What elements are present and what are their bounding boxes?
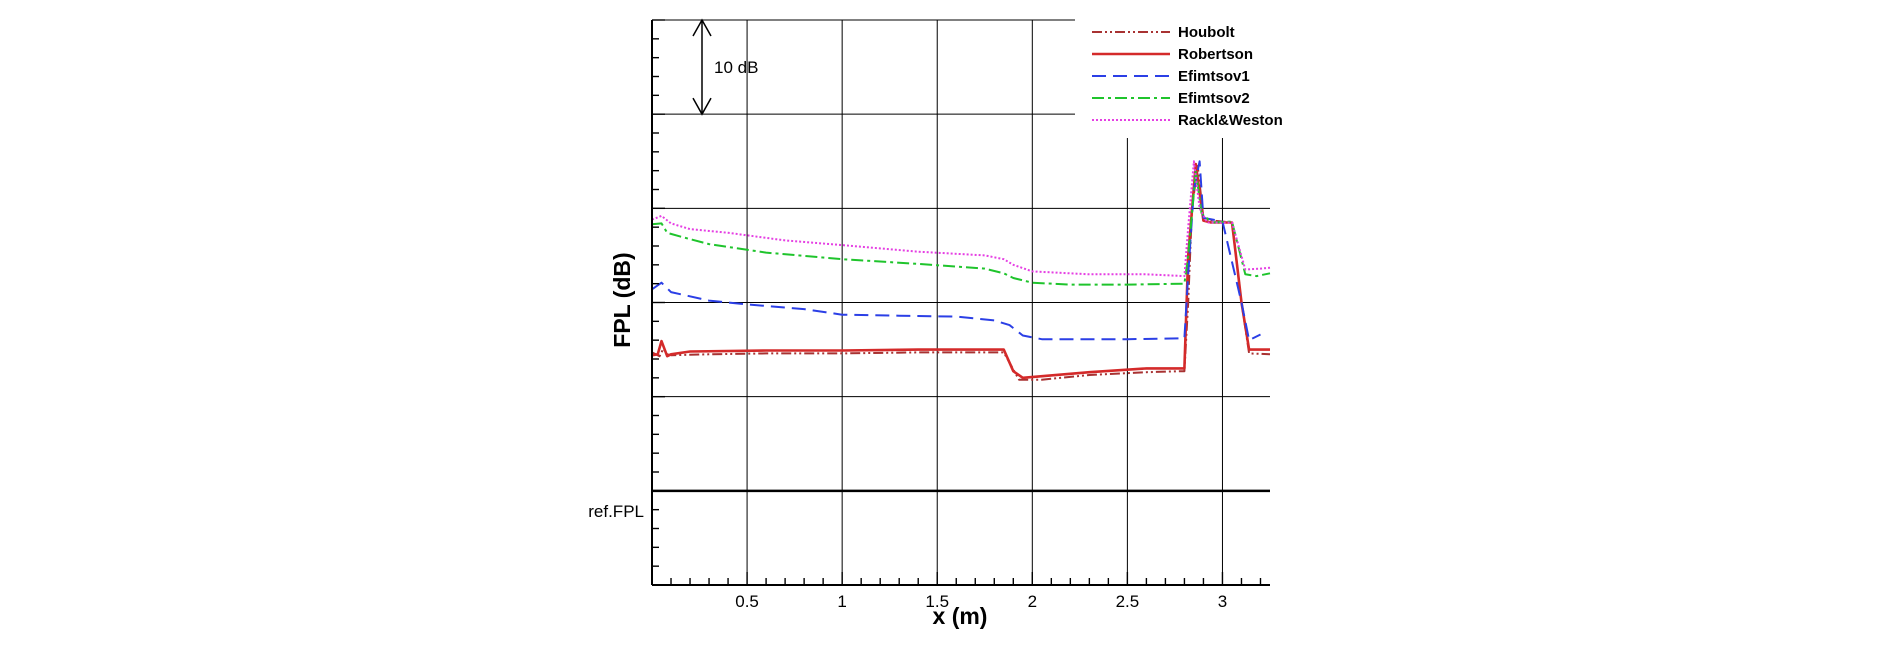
legend-background	[1075, 20, 1270, 138]
scale-annotation-label: 10 dB	[714, 58, 758, 77]
reference-label: ref.FPL	[588, 502, 644, 521]
x-tick-label: 3	[1218, 592, 1227, 611]
legend-label: Houbolt	[1178, 24, 1235, 41]
reference-line-group: ref.FPL	[588, 489, 1270, 521]
series-line-efimtsov2	[651, 169, 1271, 286]
tick-labels: 0.5 1 1.5 2 2.5 3	[735, 592, 1227, 611]
scale-arrow-head-top	[692, 18, 712, 37]
legend: Houbolt Robertson Efimtsov1 Efimtsov2 Rackl&…	[1075, 20, 1283, 138]
x-tick-label: 1	[837, 592, 846, 611]
x-tick-label: 0.5	[735, 592, 759, 611]
x-tick-label: 1.5	[925, 592, 949, 611]
x-tick-label: 2.5	[1116, 592, 1140, 611]
legend-label: Rackl&Weston	[1178, 112, 1283, 129]
axes	[651, 19, 1270, 586]
y-axis-title: FPL (dB)	[609, 252, 635, 347]
x-tick-label: 2	[1028, 592, 1037, 611]
series-line-rackl-weston	[651, 160, 1271, 278]
legend-label: Efimtsov2	[1178, 90, 1250, 107]
series-line-efimtsov1	[651, 160, 1261, 342]
legend-label: Robertson	[1178, 46, 1253, 63]
series-lines	[651, 160, 1271, 381]
legend-label: Efimtsov1	[1178, 68, 1250, 85]
scale-arrow-head-bottom	[692, 97, 712, 116]
grid-lines	[652, 19, 1270, 585]
scale-annotation: 10 dB	[692, 18, 758, 116]
x-axis-title: x (m)	[933, 603, 988, 629]
